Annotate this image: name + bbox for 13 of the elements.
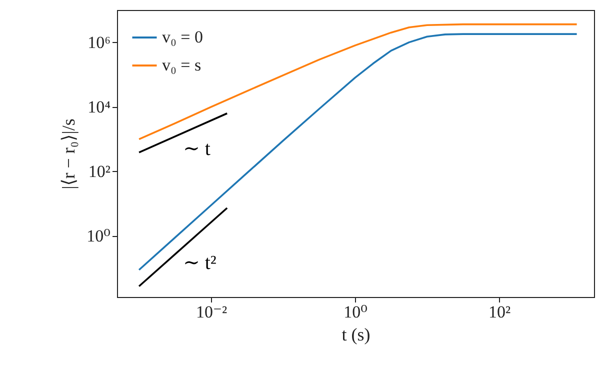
legend-label: v₀ = s (162, 56, 202, 74)
y-tick-label: 10⁰ (86, 226, 111, 246)
annotation: ∼ t² (183, 252, 216, 274)
y-tick-label: 10⁴ (88, 97, 111, 116)
x-tick-label: 10⁰ (344, 302, 368, 322)
y-tick-label: 10² (88, 162, 110, 181)
x-axis-title: t (s) (342, 324, 370, 344)
annotation: ∼ t (183, 138, 211, 160)
x-tick-label: 10² (488, 302, 511, 322)
x-tick-label: 10⁻² (196, 302, 228, 322)
legend-label: v₀ = 0 (162, 28, 204, 46)
y-tick-label: 10⁶ (88, 32, 111, 52)
y-axis-title: |⟨r − r₀⟩|/s (58, 118, 79, 190)
